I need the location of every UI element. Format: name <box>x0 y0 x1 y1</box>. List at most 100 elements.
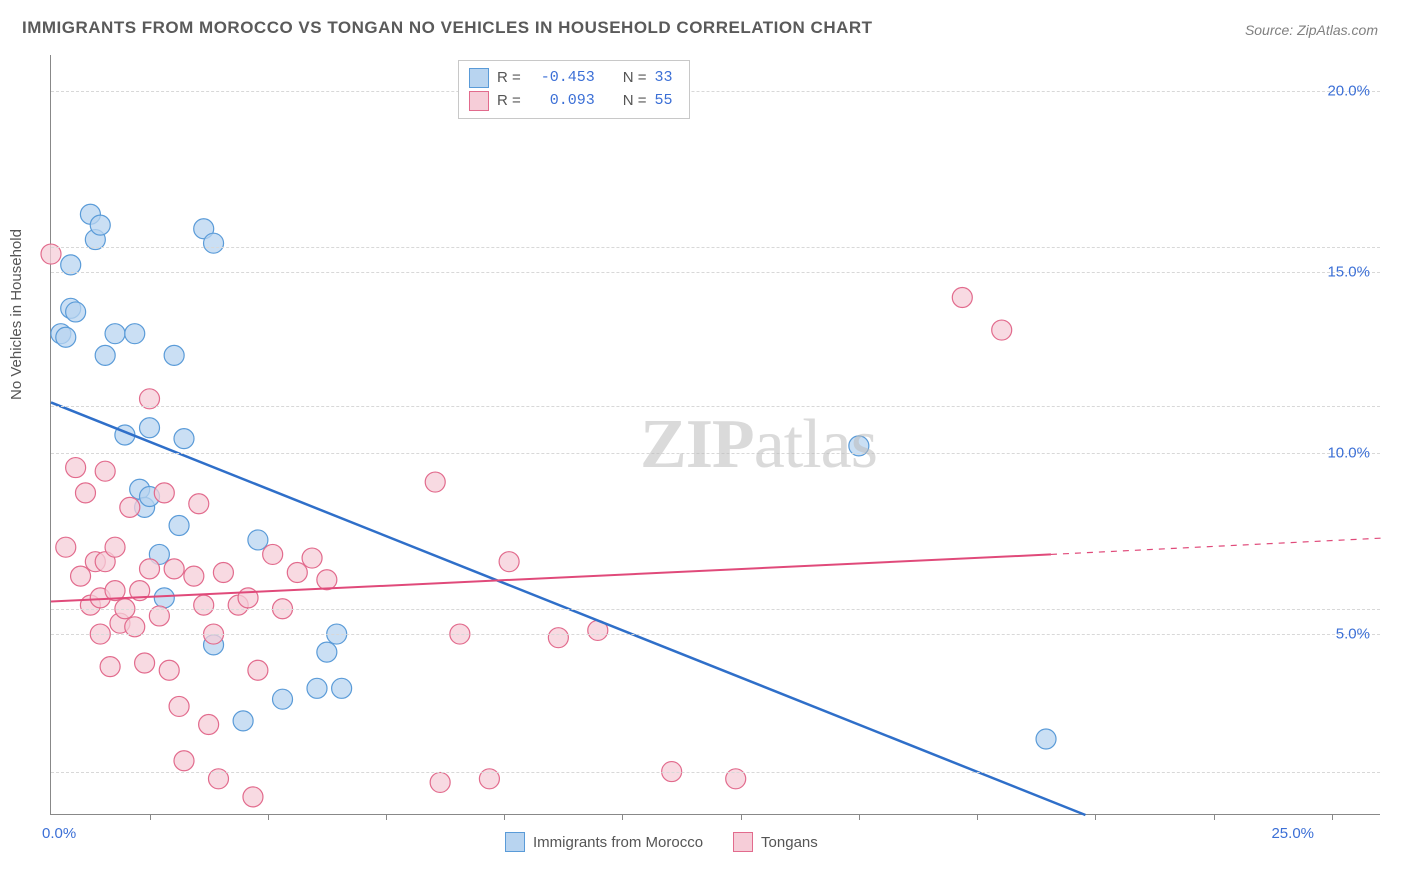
data-point <box>169 696 189 716</box>
series-legend: Immigrants from Morocco Tongans <box>505 832 818 852</box>
stats-legend: R = -0.453 N = 33 R = 0.093 N = 55 <box>458 60 690 119</box>
xtick <box>386 814 387 820</box>
r-value: -0.453 <box>529 67 595 90</box>
data-point <box>56 327 76 347</box>
data-point <box>332 678 352 698</box>
data-point <box>992 320 1012 340</box>
data-point <box>164 559 184 579</box>
n-value: 33 <box>655 67 673 90</box>
data-point <box>125 324 145 344</box>
data-point <box>307 678 327 698</box>
data-point <box>548 628 568 648</box>
r-value: 0.093 <box>529 90 595 113</box>
data-point <box>952 287 972 307</box>
data-point <box>56 537 76 557</box>
xtick <box>859 814 860 820</box>
data-point <box>317 570 337 590</box>
ytick-label: 20.0% <box>1327 83 1370 100</box>
data-point <box>302 548 322 568</box>
data-point <box>199 715 219 735</box>
legend-label: Tongans <box>761 834 818 851</box>
data-point <box>75 483 95 503</box>
data-point <box>95 345 115 365</box>
data-point <box>499 552 519 572</box>
data-point <box>233 711 253 731</box>
data-point <box>135 653 155 673</box>
xtick <box>977 814 978 820</box>
data-point <box>154 588 174 608</box>
gridline <box>51 406 1380 407</box>
xtick-label-origin: 0.0% <box>42 825 76 842</box>
xtick <box>504 814 505 820</box>
n-value: 55 <box>655 90 673 113</box>
plot-area: 5.0% 10.0% 15.0% 20.0% <box>50 55 1380 815</box>
data-point <box>243 787 263 807</box>
source-label: Source: ZipAtlas.com <box>1245 22 1378 38</box>
xtick-label-right: 25.0% <box>1271 825 1314 842</box>
xtick <box>1214 814 1215 820</box>
swatch-icon <box>469 91 489 111</box>
gridline <box>51 609 1380 610</box>
data-point <box>189 494 209 514</box>
chart-svg <box>51 55 1380 814</box>
gridline <box>51 453 1380 454</box>
legend-item: Immigrants from Morocco <box>505 832 703 852</box>
data-point <box>120 497 140 517</box>
chart-title: IMMIGRANTS FROM MOROCCO VS TONGAN NO VEH… <box>22 18 873 38</box>
data-point <box>174 429 194 449</box>
xtick <box>150 814 151 820</box>
data-point <box>100 657 120 677</box>
xtick <box>1332 814 1333 820</box>
data-point <box>159 660 179 680</box>
gridline <box>51 247 1380 248</box>
n-label: N = <box>623 90 647 113</box>
data-point <box>425 472 445 492</box>
xtick <box>1095 814 1096 820</box>
gridline <box>51 91 1380 92</box>
data-point <box>213 563 233 583</box>
swatch-icon <box>505 832 525 852</box>
data-point <box>1036 729 1056 749</box>
ytick-label: 10.0% <box>1327 445 1370 462</box>
r-label: R = <box>497 90 521 113</box>
legend-label: Immigrants from Morocco <box>533 834 703 851</box>
data-point <box>154 483 174 503</box>
gridline <box>51 272 1380 273</box>
data-point <box>66 458 86 478</box>
xtick <box>268 814 269 820</box>
data-point <box>66 302 86 322</box>
data-point <box>248 530 268 550</box>
data-point <box>430 772 450 792</box>
data-point <box>194 595 214 615</box>
xtick <box>622 814 623 820</box>
n-label: N = <box>623 67 647 90</box>
data-point <box>71 566 91 586</box>
gridline <box>51 772 1380 773</box>
r-label: R = <box>497 67 521 90</box>
gridline <box>51 634 1380 635</box>
data-point <box>90 215 110 235</box>
data-point <box>105 324 125 344</box>
y-axis-label: No Vehicles in Household <box>8 229 25 400</box>
data-point <box>248 660 268 680</box>
stats-row: R = -0.453 N = 33 <box>469 67 673 90</box>
data-point <box>140 418 160 438</box>
data-point <box>169 515 189 535</box>
ytick-label: 5.0% <box>1336 626 1370 643</box>
data-point <box>164 345 184 365</box>
data-point <box>184 566 204 586</box>
data-point <box>263 544 283 564</box>
data-point <box>95 461 115 481</box>
data-point <box>174 751 194 771</box>
stats-row: R = 0.093 N = 55 <box>469 90 673 113</box>
xtick <box>741 814 742 820</box>
data-point <box>238 588 258 608</box>
ytick-label: 15.0% <box>1327 264 1370 281</box>
data-point <box>105 537 125 557</box>
trend-line-ext <box>1051 538 1381 554</box>
swatch-icon <box>733 832 753 852</box>
data-point <box>140 559 160 579</box>
data-point <box>204 233 224 253</box>
data-point <box>273 689 293 709</box>
data-point <box>287 563 307 583</box>
